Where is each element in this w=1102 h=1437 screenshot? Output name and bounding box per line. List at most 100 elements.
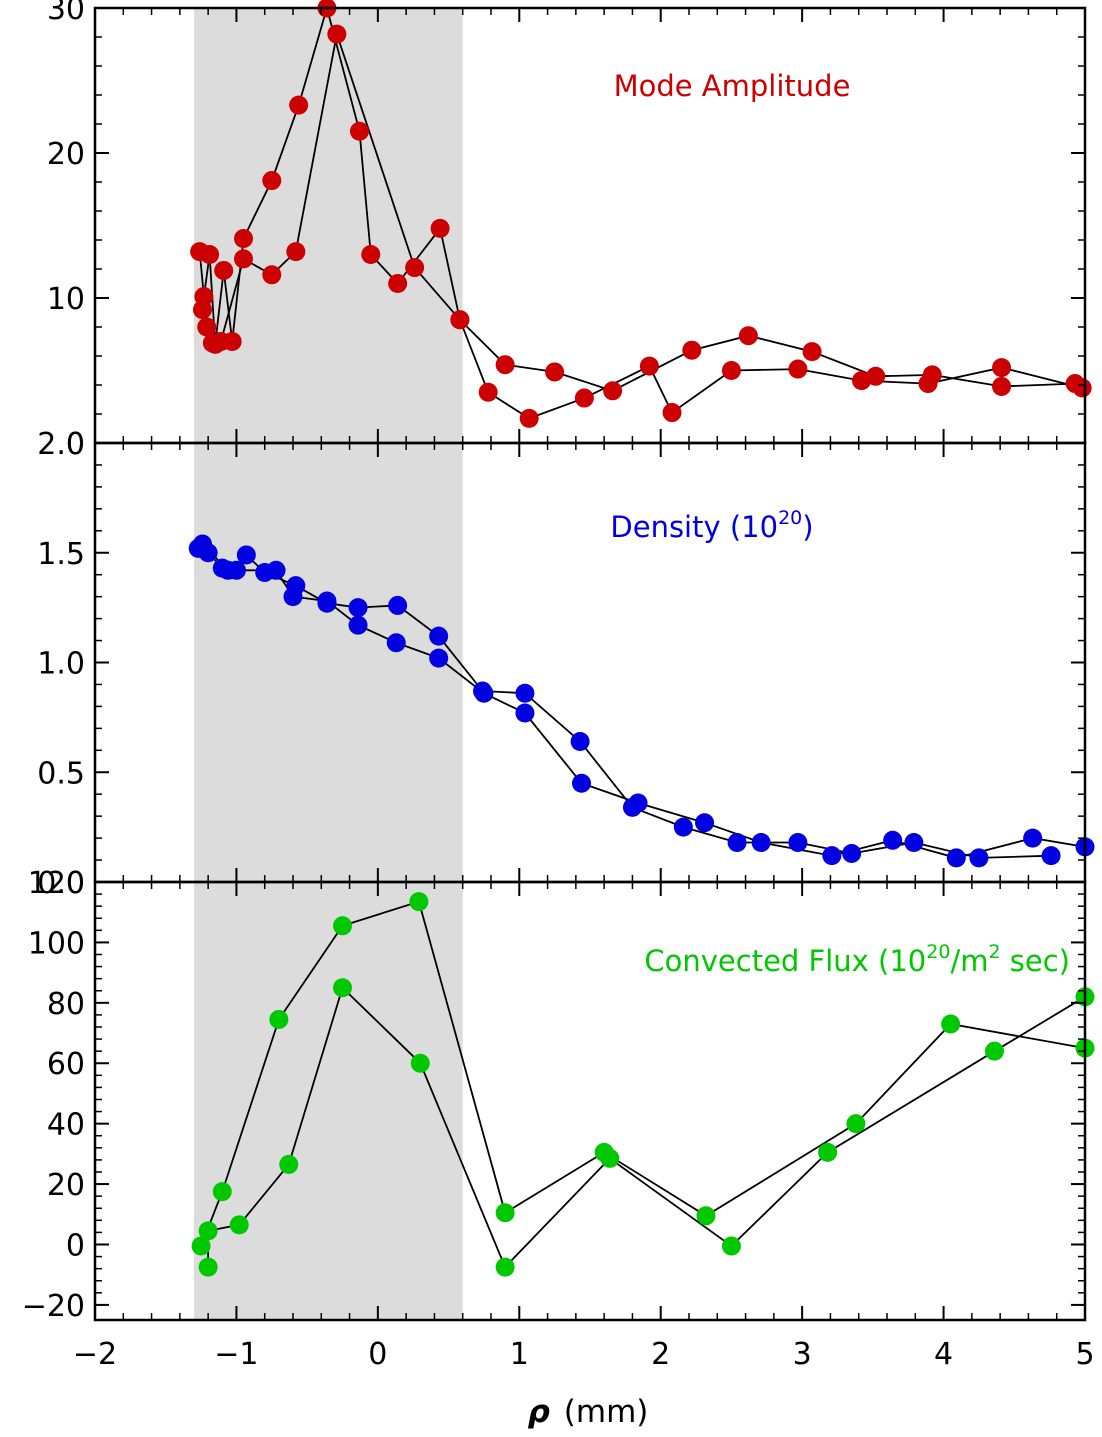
flux-data-point bbox=[269, 1009, 289, 1029]
y-tick-label-flux: 100 bbox=[28, 926, 85, 961]
mode-data-point bbox=[495, 355, 515, 375]
mode-data-point bbox=[262, 171, 282, 191]
density-data-point bbox=[348, 598, 368, 618]
density-data-point bbox=[788, 832, 808, 852]
density-data-point bbox=[218, 560, 238, 580]
y-tick-label-density: 0.0 bbox=[37, 866, 85, 901]
mode-data-point bbox=[574, 388, 594, 408]
mode-amplitude-label: Mode Amplitude bbox=[614, 69, 851, 103]
mode-data-point bbox=[388, 274, 408, 293]
flux-data-point bbox=[229, 1215, 249, 1235]
mode-data-point bbox=[721, 361, 741, 380]
flux-label-exponent: 20 bbox=[926, 941, 950, 963]
density-data-point bbox=[822, 846, 842, 866]
flux-data-point bbox=[410, 1053, 430, 1073]
density-data-point bbox=[283, 587, 303, 607]
y-tick-label-mode: 10 bbox=[47, 282, 85, 317]
mode-data-point bbox=[866, 366, 886, 386]
x-tick-label: 3 bbox=[793, 1337, 812, 1372]
density-data-point bbox=[751, 832, 771, 852]
y-tick-label-density: 2.0 bbox=[37, 427, 85, 462]
density-data-point bbox=[673, 817, 693, 837]
density-label-exponent: 20 bbox=[778, 507, 802, 529]
flux-data-point bbox=[818, 1142, 838, 1162]
density-data-point bbox=[969, 848, 989, 868]
y-tick-label-density: 1.0 bbox=[37, 647, 85, 682]
flux-data-point bbox=[333, 978, 352, 998]
x-tick-label: −2 bbox=[73, 1337, 117, 1372]
flux-label-end: sec) bbox=[1001, 944, 1070, 978]
flux-data-point bbox=[846, 1114, 866, 1134]
x-tick-label: −1 bbox=[214, 1337, 258, 1372]
flux-data-point bbox=[941, 1014, 961, 1034]
density-data-point bbox=[904, 832, 924, 852]
x-axis-unit: (mm) bbox=[564, 1394, 649, 1430]
density-label-end: ) bbox=[802, 510, 813, 544]
density-data-point bbox=[386, 633, 406, 653]
flux-data-point bbox=[409, 892, 429, 912]
mode-data-point bbox=[922, 365, 942, 385]
mode-data-point bbox=[802, 342, 822, 362]
data-points bbox=[188, 0, 1095, 1277]
flux-data-point bbox=[984, 1041, 1004, 1061]
y-tick-label-flux: 80 bbox=[47, 987, 85, 1022]
density-data-point bbox=[1023, 828, 1043, 848]
mode-data-point bbox=[639, 356, 659, 376]
mode-data-point bbox=[327, 24, 347, 44]
mode-data-point bbox=[738, 326, 758, 346]
x-tick-label: 5 bbox=[1075, 1337, 1094, 1372]
density-data-point bbox=[348, 615, 368, 635]
x-tick-labels: −2 −1 0 1 2 3 4 5 bbox=[73, 1337, 1095, 1372]
y-tick-label-flux: 20 bbox=[47, 1168, 85, 1203]
mode-data-point bbox=[262, 265, 282, 285]
density-data-point bbox=[570, 732, 590, 752]
flux-data-point bbox=[721, 1236, 741, 1256]
axis-ticks bbox=[94, 7, 1086, 1320]
mode-data-point bbox=[234, 249, 253, 269]
flux-data-point bbox=[212, 1182, 232, 1202]
flux-data-point bbox=[696, 1206, 716, 1226]
flux-data-point bbox=[495, 1203, 515, 1223]
density-data-point bbox=[429, 626, 449, 646]
density-data-point bbox=[474, 683, 494, 703]
mode-data-point bbox=[662, 403, 682, 423]
y-tick-label-mode: 20 bbox=[47, 137, 85, 172]
y-tick-label-density: 0.5 bbox=[37, 756, 85, 791]
mode-data-point bbox=[992, 376, 1012, 396]
mode-data-point bbox=[349, 121, 369, 141]
flux-label-exponent-2: 2 bbox=[988, 941, 1000, 963]
y-tick-label-mode: 30 bbox=[47, 0, 85, 27]
flux-data-point bbox=[198, 1257, 218, 1277]
convected-flux-label: Convected Flux (1020/m2 sec) bbox=[644, 941, 1070, 978]
y-tick-labels: 0 10 20 30 0.0 0.5 1.0 1.5 2.0 −20 0 20 40 60 80 100 120 bbox=[22, 0, 85, 1324]
mode-data-point bbox=[682, 340, 702, 360]
mode-data-point bbox=[192, 300, 212, 320]
density-data-point bbox=[317, 591, 337, 611]
mode-series-1-line bbox=[198, 4, 1083, 420]
density-data-point bbox=[1041, 846, 1061, 866]
flux-data-point bbox=[191, 1236, 211, 1256]
density-data-point bbox=[572, 773, 592, 793]
density-data-point bbox=[695, 813, 715, 833]
density-data-point bbox=[429, 648, 449, 668]
flux-data-point bbox=[198, 1221, 218, 1241]
y-tick-label-density: 1.5 bbox=[37, 537, 85, 572]
x-axis-title: ρ (mm) bbox=[528, 1394, 649, 1430]
mode-data-point bbox=[197, 317, 217, 337]
density-data-point bbox=[842, 843, 862, 863]
density-label: Density (1020) bbox=[610, 507, 813, 544]
y-tick-label-flux: 120 bbox=[28, 866, 85, 901]
flux-data-point bbox=[495, 1257, 515, 1277]
density-data-point bbox=[515, 683, 535, 703]
x-tick-label: 0 bbox=[368, 1337, 387, 1372]
density-label-main: Density (10 bbox=[610, 510, 778, 544]
mode-data-point bbox=[211, 332, 231, 351]
mode-data-point bbox=[1065, 374, 1085, 394]
mode-data-point bbox=[545, 362, 565, 382]
mode-data-point bbox=[603, 381, 623, 401]
mode-data-point bbox=[286, 242, 306, 262]
y-tick-label-flux: 0 bbox=[66, 1228, 85, 1263]
panel-frame-flux bbox=[93, 880, 1087, 1322]
density-data-point bbox=[388, 595, 408, 615]
